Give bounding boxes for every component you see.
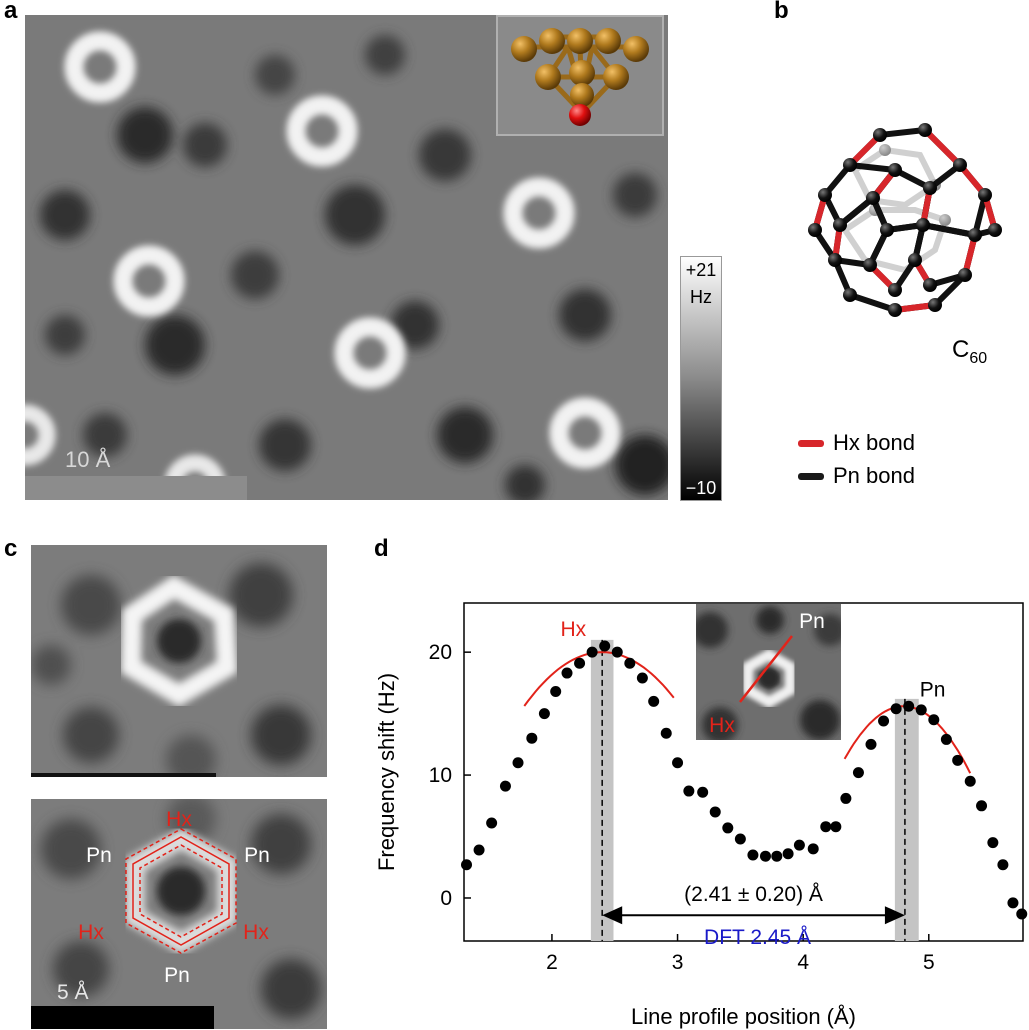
data-point bbox=[759, 850, 771, 862]
colorbar-top-label: +21 bbox=[686, 260, 717, 280]
data-point bbox=[486, 817, 498, 829]
y-tick-label: 20 bbox=[429, 641, 452, 664]
data-point bbox=[747, 849, 759, 861]
tip-model-inset bbox=[496, 15, 664, 136]
x-tick-label: 5 bbox=[923, 951, 935, 974]
data-point bbox=[526, 732, 538, 744]
data-point bbox=[771, 850, 783, 862]
bond-label-pn-left: Pn bbox=[86, 844, 112, 867]
fit-curve bbox=[523, 651, 675, 707]
colorbar-unit-label: Hz bbox=[690, 287, 712, 307]
data-point bbox=[499, 780, 511, 792]
data-point bbox=[722, 822, 734, 834]
data-point bbox=[574, 657, 586, 669]
colorbar-bottom-label: −10 bbox=[686, 478, 717, 498]
data-point bbox=[928, 714, 940, 726]
distance-arrow-head-right bbox=[884, 906, 905, 925]
bond-label-pn-right: Pn bbox=[244, 844, 270, 867]
data-point bbox=[683, 785, 695, 797]
data-point bbox=[976, 800, 988, 812]
legend-swatch-pn bbox=[798, 473, 824, 480]
data-point bbox=[599, 640, 611, 652]
plot-frame bbox=[463, 602, 1024, 942]
bond-label-hx-left: Hx bbox=[78, 921, 104, 944]
legend-swatch-hx bbox=[798, 440, 824, 447]
data-point bbox=[903, 700, 915, 712]
afm-image-panel-c-top bbox=[31, 545, 327, 777]
data-point bbox=[940, 733, 952, 745]
data-point bbox=[697, 786, 709, 798]
peak-band bbox=[894, 698, 919, 941]
data-point bbox=[672, 757, 684, 769]
legend-label-pn: Pn bond bbox=[833, 463, 915, 488]
panel-c-label: c bbox=[4, 535, 18, 562]
data-point bbox=[734, 833, 746, 845]
data-point bbox=[1016, 908, 1028, 920]
bond-label-pn-bottom: Pn bbox=[164, 964, 190, 987]
data-point bbox=[461, 859, 473, 871]
x-tick-label: 4 bbox=[797, 951, 809, 974]
legend-entry-pn: Pn bond bbox=[798, 463, 915, 488]
data-point bbox=[624, 657, 636, 669]
data-point bbox=[660, 727, 672, 739]
data-point bbox=[807, 843, 819, 855]
data-point bbox=[865, 738, 877, 750]
x-axis-label: Line profile position (Å) bbox=[631, 1004, 856, 1029]
data-point bbox=[782, 848, 794, 860]
y-tick-label: 10 bbox=[429, 764, 452, 787]
data-point bbox=[586, 646, 598, 658]
bond-legend: Hx bond Pn bond bbox=[798, 430, 915, 488]
x-tick-label: 2 bbox=[546, 951, 558, 974]
inset-label-pn: Pn bbox=[799, 610, 825, 633]
c60-symbol: C bbox=[952, 336, 970, 363]
afm-inset-image: Pn Hx bbox=[696, 604, 841, 740]
scale-label-a: 10 Å bbox=[65, 447, 111, 472]
data-point bbox=[915, 704, 927, 716]
y-axis-label: Frequency shift (Hz) bbox=[374, 673, 399, 871]
data-point bbox=[793, 839, 805, 851]
data-point bbox=[820, 821, 832, 833]
bond-label-hx-right: Hx bbox=[243, 921, 269, 944]
data-point bbox=[709, 806, 721, 818]
data-point bbox=[611, 646, 623, 658]
c60-label: C60 bbox=[952, 336, 987, 368]
data-point bbox=[648, 695, 660, 707]
legend-entry-hx: Hx bond bbox=[798, 430, 915, 455]
inset-label-hx: Hx bbox=[709, 714, 735, 737]
c60-subscript: 60 bbox=[969, 349, 988, 367]
scale-label-c: 5 Å bbox=[57, 981, 89, 1004]
panel-d-label: d bbox=[374, 535, 389, 562]
colorbar: +21 Hz −10 bbox=[680, 256, 722, 501]
x-tick-label: 3 bbox=[672, 951, 684, 974]
legend-label-hx: Hx bond bbox=[833, 430, 915, 455]
data-point bbox=[890, 703, 902, 715]
data-point bbox=[987, 837, 999, 849]
data-point bbox=[830, 821, 842, 833]
data-point bbox=[1007, 897, 1019, 909]
dft-label: DFT 2.45 Å bbox=[704, 926, 811, 949]
peak-label: Pn bbox=[920, 678, 946, 701]
peak-label: Hx bbox=[560, 618, 586, 641]
data-point bbox=[538, 708, 550, 720]
data-point bbox=[997, 859, 1009, 871]
y-tick-label: 0 bbox=[440, 887, 452, 910]
afm-image-panel-c-bottom: Hx Pn Pn Hx Hx Pn 5 Å bbox=[31, 799, 327, 1029]
c60-molecule-model bbox=[808, 123, 1002, 317]
data-point bbox=[550, 685, 562, 697]
data-point bbox=[473, 844, 485, 856]
bond-label-hx-top: Hx bbox=[166, 808, 192, 831]
distance-arrow-head-left bbox=[602, 906, 623, 925]
distance-label: (2.41 ± 0.20) Å bbox=[684, 883, 823, 906]
data-point bbox=[561, 667, 573, 679]
panel-a-label: a bbox=[4, 0, 18, 24]
data-point bbox=[840, 792, 852, 804]
data-point bbox=[852, 767, 864, 779]
data-point bbox=[952, 754, 964, 766]
data-point bbox=[512, 757, 524, 769]
data-point bbox=[878, 715, 890, 727]
panel-b-label: b bbox=[774, 0, 789, 24]
data-point bbox=[964, 775, 976, 787]
data-point bbox=[636, 672, 648, 684]
